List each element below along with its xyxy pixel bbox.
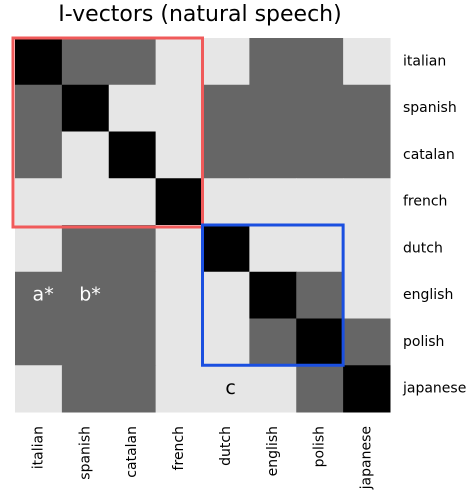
heatmap-cell bbox=[296, 38, 344, 86]
row-label: spanish bbox=[403, 100, 457, 116]
heatmap-cell bbox=[296, 131, 344, 179]
heatmap-cell bbox=[202, 271, 250, 319]
column-label: polish bbox=[312, 426, 328, 467]
heatmap-cell bbox=[155, 271, 203, 319]
heatmap-cell bbox=[343, 131, 391, 179]
heatmap-cell bbox=[202, 318, 250, 366]
annotation: a* bbox=[33, 284, 54, 306]
column-label: japanese bbox=[359, 426, 375, 490]
heatmap-cell bbox=[202, 131, 250, 179]
heatmap-cell bbox=[155, 178, 203, 226]
heatmap-cell bbox=[108, 365, 157, 413]
heatmap-cell bbox=[155, 225, 203, 273]
heatmap-cell bbox=[296, 84, 344, 132]
heatmap-cell bbox=[249, 178, 297, 226]
heatmap-cell bbox=[61, 38, 110, 86]
row-label: catalan bbox=[403, 147, 455, 163]
heatmap-cell bbox=[202, 38, 250, 86]
group-box bbox=[11, 36, 204, 229]
heatmap-cell bbox=[15, 271, 63, 319]
heatmap-cell bbox=[296, 318, 344, 366]
row-label: italian bbox=[403, 53, 446, 69]
heatmap-cell bbox=[155, 365, 203, 413]
heatmap-cell bbox=[343, 178, 391, 226]
annotation: b* bbox=[79, 284, 101, 306]
row-label: polish bbox=[403, 334, 444, 350]
heatmap-cell bbox=[61, 131, 110, 179]
heatmap-cell bbox=[249, 38, 297, 86]
heatmap-cell bbox=[155, 84, 203, 132]
heatmap-cell bbox=[296, 225, 344, 273]
heatmap-cell bbox=[296, 365, 344, 413]
heatmap-cell bbox=[202, 225, 250, 273]
column-label: french bbox=[171, 426, 187, 470]
column-label: dutch bbox=[218, 426, 234, 466]
heatmap-cell bbox=[15, 225, 63, 273]
group-box bbox=[201, 223, 345, 367]
row-label: dutch bbox=[403, 240, 443, 256]
annotation: c bbox=[225, 377, 235, 399]
column-label: catalan bbox=[124, 426, 140, 478]
heatmap-cell bbox=[15, 318, 63, 366]
heatmap-cell bbox=[15, 178, 63, 226]
heatmap-cell bbox=[108, 38, 157, 86]
heatmap-cell bbox=[296, 271, 344, 319]
heatmap-cell bbox=[108, 318, 157, 366]
heatmap-cell bbox=[15, 84, 63, 132]
heatmap-cell bbox=[108, 225, 157, 273]
heatmap-cell bbox=[61, 365, 110, 413]
heatmap-cell bbox=[249, 271, 297, 319]
heatmap-cell bbox=[343, 84, 391, 132]
heatmap-cell bbox=[155, 38, 203, 86]
column-label: italian bbox=[30, 426, 46, 469]
row-label: japanese bbox=[402, 381, 466, 397]
heatmap-cell bbox=[343, 365, 391, 413]
heatmap-cell bbox=[61, 178, 110, 226]
heatmap-cell bbox=[249, 365, 297, 413]
heatmap-cell bbox=[343, 318, 391, 366]
heatmap-cell bbox=[61, 318, 110, 366]
row-label: french bbox=[403, 194, 447, 210]
heatmap-cell bbox=[202, 365, 250, 413]
heatmap-cell bbox=[249, 225, 297, 273]
chart-title: I-vectors (natural speech) bbox=[58, 2, 341, 27]
heatmap-cell bbox=[108, 131, 157, 179]
heatmap-cell bbox=[61, 271, 110, 319]
heatmap-cell bbox=[15, 38, 63, 86]
column-label: english bbox=[265, 426, 281, 476]
heatmap-cell bbox=[296, 178, 344, 226]
heatmap-cell bbox=[202, 84, 250, 132]
heatmap-cell bbox=[249, 131, 297, 179]
heatmap-cell bbox=[343, 38, 391, 86]
heatmap-cell bbox=[343, 271, 391, 319]
heatmap-cell bbox=[108, 84, 157, 132]
heatmap-cell bbox=[108, 178, 157, 226]
heatmap-cell bbox=[249, 84, 297, 132]
heatmap-cell bbox=[202, 178, 250, 226]
heatmap-cell bbox=[61, 84, 110, 132]
heatmap-cell bbox=[15, 131, 63, 179]
heatmap-cell bbox=[108, 271, 157, 319]
heatmap-cell bbox=[61, 225, 110, 273]
row-label: english bbox=[403, 287, 453, 303]
heatmap-cell bbox=[15, 365, 63, 413]
heatmap-cell bbox=[249, 318, 297, 366]
column-label: spanish bbox=[77, 426, 93, 480]
heatmap-cell bbox=[155, 318, 203, 366]
heatmap-cell bbox=[155, 131, 203, 179]
heatmap-cell bbox=[343, 225, 391, 273]
